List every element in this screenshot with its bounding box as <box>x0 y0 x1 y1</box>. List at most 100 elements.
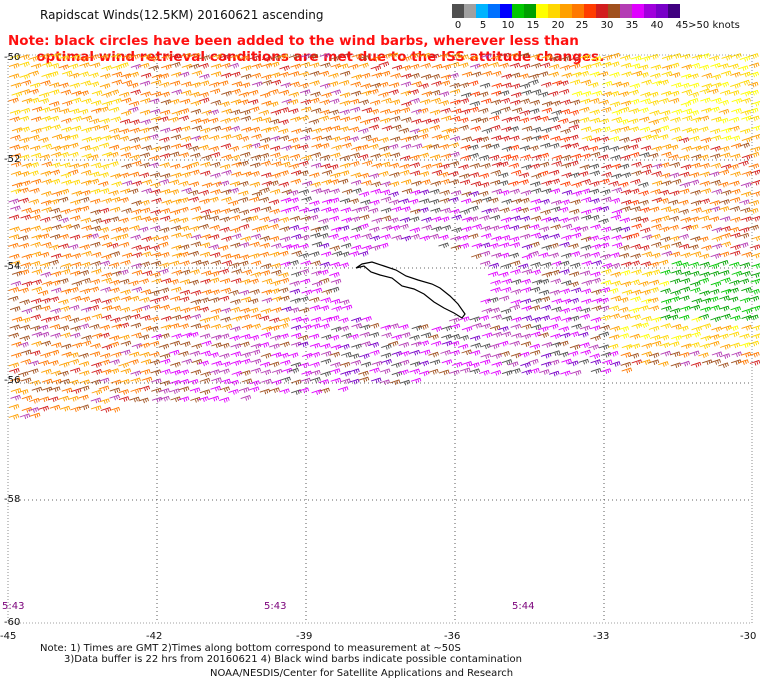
wind-barb <box>108 89 120 96</box>
wind-barb <box>558 217 569 224</box>
wind-barb <box>120 349 131 356</box>
wind-barb <box>10 188 22 195</box>
wind-barb <box>179 269 191 276</box>
wind-barb <box>298 189 310 195</box>
wind-barb <box>90 251 102 258</box>
wind-barb <box>658 361 669 367</box>
wind-barb <box>330 89 342 96</box>
wind-barb <box>467 55 479 62</box>
wind-barb <box>440 207 451 214</box>
wind-barb <box>148 56 159 62</box>
wind-barb <box>721 127 732 134</box>
wind-barb <box>100 369 112 375</box>
wind-barb <box>298 207 310 214</box>
wind-barb <box>458 335 469 341</box>
wind-barb <box>337 63 349 70</box>
wind-barb <box>161 199 172 206</box>
wind-barb <box>98 124 110 131</box>
wind-barb <box>290 297 301 304</box>
wind-barb <box>231 268 242 275</box>
wind-barb <box>520 287 532 293</box>
wind-barb <box>391 234 402 241</box>
wind-barb <box>670 323 682 330</box>
plot-frame <box>7 54 753 624</box>
wind-barb <box>211 342 222 349</box>
wind-barb <box>61 70 73 77</box>
wind-barb <box>648 359 660 366</box>
wind-barb <box>180 172 191 178</box>
wind-barb <box>198 92 209 98</box>
wind-barb <box>491 135 502 141</box>
wind-barb <box>238 289 250 296</box>
wind-barb <box>658 280 670 287</box>
wind-barb <box>569 172 580 179</box>
wind-barb <box>178 108 190 114</box>
wind-barb <box>550 100 561 107</box>
wind-barb <box>239 109 251 116</box>
wind-barb <box>149 359 161 366</box>
wind-barb <box>538 152 550 159</box>
wind-barb <box>541 342 553 348</box>
wind-barb <box>301 127 313 134</box>
wind-barb <box>618 106 630 113</box>
wind-barb <box>10 82 22 89</box>
wind-barb <box>521 89 532 96</box>
wind-barb <box>211 360 222 367</box>
wind-barb <box>549 289 560 296</box>
wind-barb <box>740 182 752 188</box>
wind-barb <box>320 343 331 349</box>
wind-barb <box>151 74 163 80</box>
wind-barb <box>568 160 579 167</box>
wind-barb <box>251 63 262 69</box>
wind-barb <box>158 343 170 350</box>
wind-barb <box>129 396 140 403</box>
wind-barb <box>441 325 453 332</box>
wind-barb <box>480 323 491 330</box>
wind-barb <box>278 272 289 278</box>
wind-barb <box>109 251 121 257</box>
wind-barb <box>78 71 89 78</box>
wind-barb <box>561 280 572 286</box>
wind-barb <box>357 154 369 160</box>
wind-barb <box>198 97 210 104</box>
wind-barb <box>178 206 189 213</box>
wind-barb <box>498 252 510 259</box>
wind-barb <box>400 206 411 212</box>
wind-barb <box>519 197 530 204</box>
wind-barb <box>558 326 570 332</box>
wind-barb <box>239 314 251 320</box>
wind-barb <box>118 269 129 276</box>
wind-barb <box>380 108 391 115</box>
wind-barb <box>638 281 649 287</box>
wind-barb <box>210 385 221 392</box>
wind-barb <box>399 350 410 357</box>
wind-barb <box>358 223 369 230</box>
wind-barb <box>250 72 262 79</box>
wind-barb <box>620 100 632 107</box>
wind-barb <box>120 110 132 117</box>
wind-barb <box>229 253 241 260</box>
wind-barb <box>318 269 329 276</box>
wind-barb <box>140 98 151 104</box>
wind-barb <box>271 243 282 249</box>
wind-barb <box>211 181 222 188</box>
wind-barb <box>610 173 622 180</box>
wind-barb <box>631 70 643 77</box>
wind-barb <box>359 331 371 338</box>
wind-barb <box>231 233 242 240</box>
wind-barb <box>250 358 262 365</box>
wind-speed-legend: 0 5 10 15 20 25 30 35 40 45 >50 knots <box>452 4 740 32</box>
wind-barb <box>559 307 571 314</box>
wind-barb <box>220 287 232 294</box>
wind-barb <box>158 73 170 79</box>
wind-barb <box>299 234 310 241</box>
wind-barb <box>50 271 62 277</box>
wind-barb <box>739 79 750 86</box>
wind-barb <box>648 287 659 293</box>
wind-barb <box>119 334 130 341</box>
wind-barb <box>179 260 190 267</box>
wind-barb <box>158 262 170 269</box>
wind-barb <box>691 326 702 332</box>
wind-barb <box>378 145 390 152</box>
wind-barb <box>369 99 381 106</box>
